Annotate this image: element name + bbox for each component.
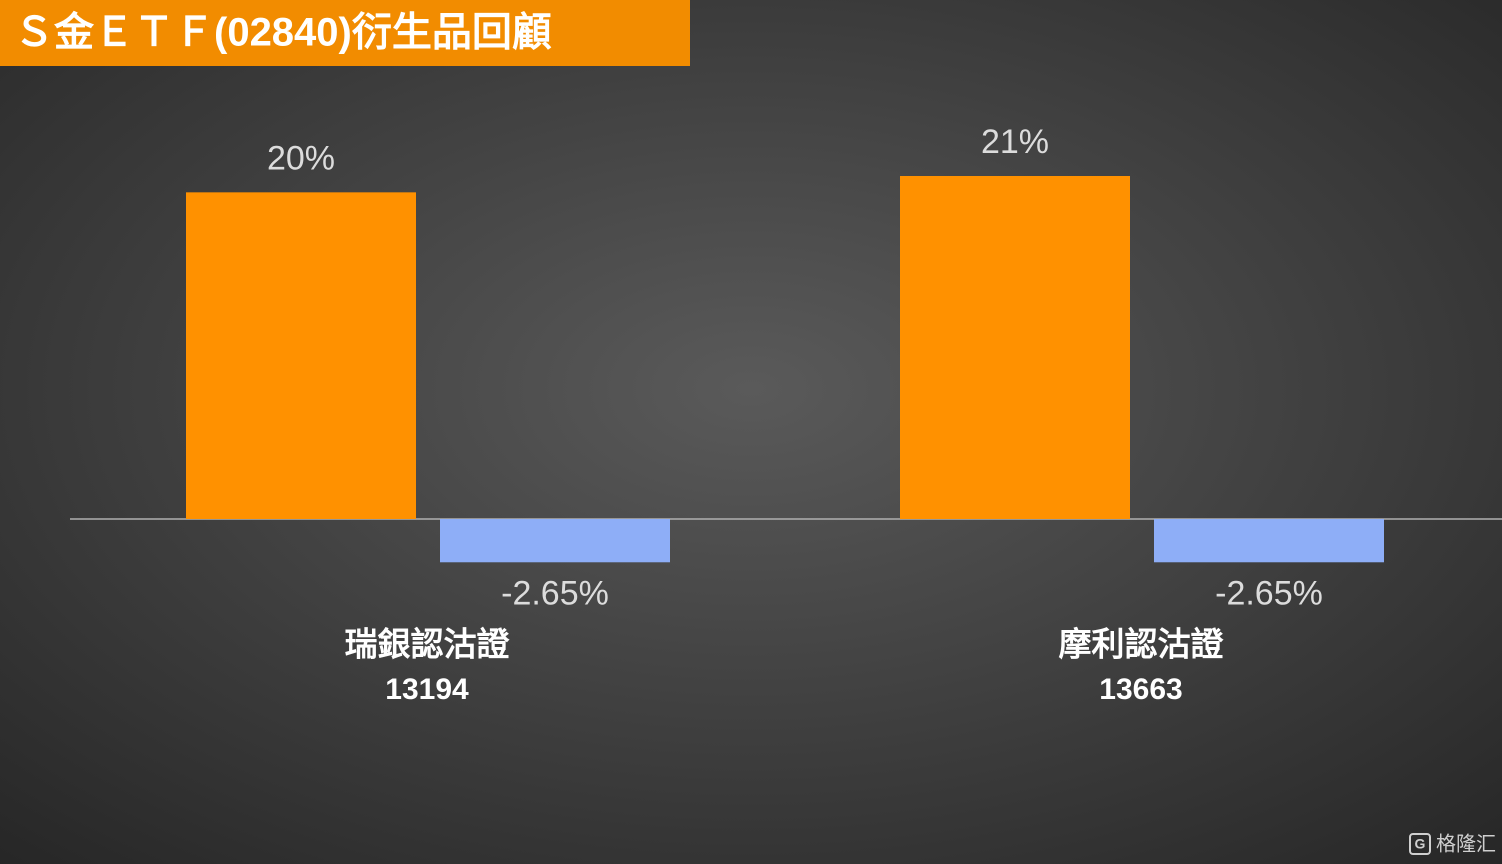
title-box <box>0 0 690 66</box>
bar <box>900 176 1130 519</box>
x-tick-label: 13194 <box>385 673 469 706</box>
bar <box>440 519 670 563</box>
watermark: 格隆汇 <box>1436 832 1496 855</box>
x-tick-label: 瑞銀認沽證 <box>345 626 511 663</box>
value-label: -2.65% <box>501 574 609 612</box>
x-tick-label: 摩利認沽證 <box>1059 626 1225 663</box>
value-label: 20% <box>267 139 335 177</box>
chart-title: Ｓ金ＥＴＦ(02840)衍生品回顧 <box>14 10 552 55</box>
x-tick-label: 13663 <box>1099 673 1182 706</box>
watermark-logo-letter: G <box>1415 836 1426 852</box>
bar <box>186 192 416 520</box>
value-label: 21% <box>981 123 1049 161</box>
value-label: -2.65% <box>1215 574 1323 612</box>
bar <box>1154 519 1384 563</box>
watermark-logo <box>1409 833 1431 855</box>
